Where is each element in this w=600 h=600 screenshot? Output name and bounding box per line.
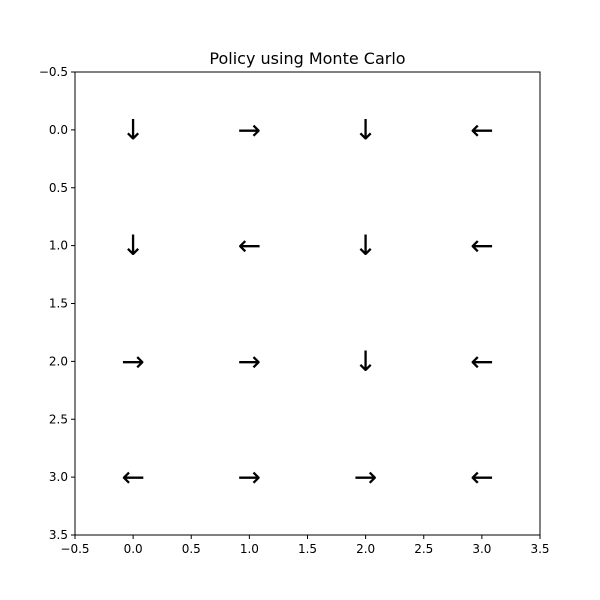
x-tick-label: −0.5 (60, 542, 89, 556)
y-tick-label: 1.5 (49, 297, 68, 311)
arrow-right-r2c0: → (121, 345, 144, 378)
arrow-left-r1c1: ← (238, 229, 261, 262)
y-tick-label: 1.0 (49, 239, 68, 253)
arrow-left-r3c3: ← (470, 461, 493, 494)
y-tick-label: 2.5 (49, 412, 68, 426)
arrow-right-r3c2: → (354, 461, 377, 494)
y-tick-label: −0.5 (39, 65, 68, 79)
arrow-right-r3c1: → (238, 461, 261, 494)
arrow-left-r1c3: ← (470, 229, 493, 262)
arrow-down-r2c2: ↓ (354, 345, 377, 378)
plot-area (74, 71, 541, 536)
x-tick-label: 1.0 (240, 542, 259, 556)
y-tick-label: 3.5 (49, 528, 68, 542)
arrow-left-r3c0: ← (121, 461, 144, 494)
x-tick-label: 3.0 (472, 542, 491, 556)
y-tick-label: 0.5 (49, 181, 68, 195)
policy-arrows: ↓ → ↓ ← ↓ ← ↓ ← → → ↓ ← ← → → ← (121, 113, 493, 493)
x-tick-label: 2.0 (356, 542, 375, 556)
x-tick-label: 1.5 (298, 542, 317, 556)
x-tick-label: 0.0 (124, 542, 143, 556)
x-tick-label: 3.5 (530, 542, 549, 556)
arrow-down-r1c2: ↓ (354, 229, 377, 262)
y-tick-label: 2.0 (49, 354, 68, 368)
arrow-left-r2c3: ← (470, 345, 493, 378)
plot-frame (74, 71, 541, 536)
chart-title: Policy using Monte Carlo (209, 49, 405, 68)
x-axis: −0.5 0.0 0.5 1.0 1.5 2.0 2.5 3.0 3.5 (60, 535, 550, 556)
arrow-left-r0c3: ← (470, 113, 493, 146)
y-tick-label: 0.0 (49, 123, 68, 137)
arrow-down-r1c0: ↓ (121, 229, 144, 262)
arrow-right-r2c1: → (238, 345, 261, 378)
arrow-right-r0c1: → (238, 113, 261, 146)
y-tick-label: 3.0 (49, 470, 68, 484)
y-axis: −0.5 0.0 0.5 1.0 1.5 2.0 2.5 3.0 3.5 (39, 65, 75, 542)
x-tick-label: 0.5 (182, 542, 201, 556)
arrow-down-r0c0: ↓ (121, 113, 144, 146)
arrow-down-r0c2: ↓ (354, 113, 377, 146)
x-tick-label: 2.5 (414, 542, 433, 556)
